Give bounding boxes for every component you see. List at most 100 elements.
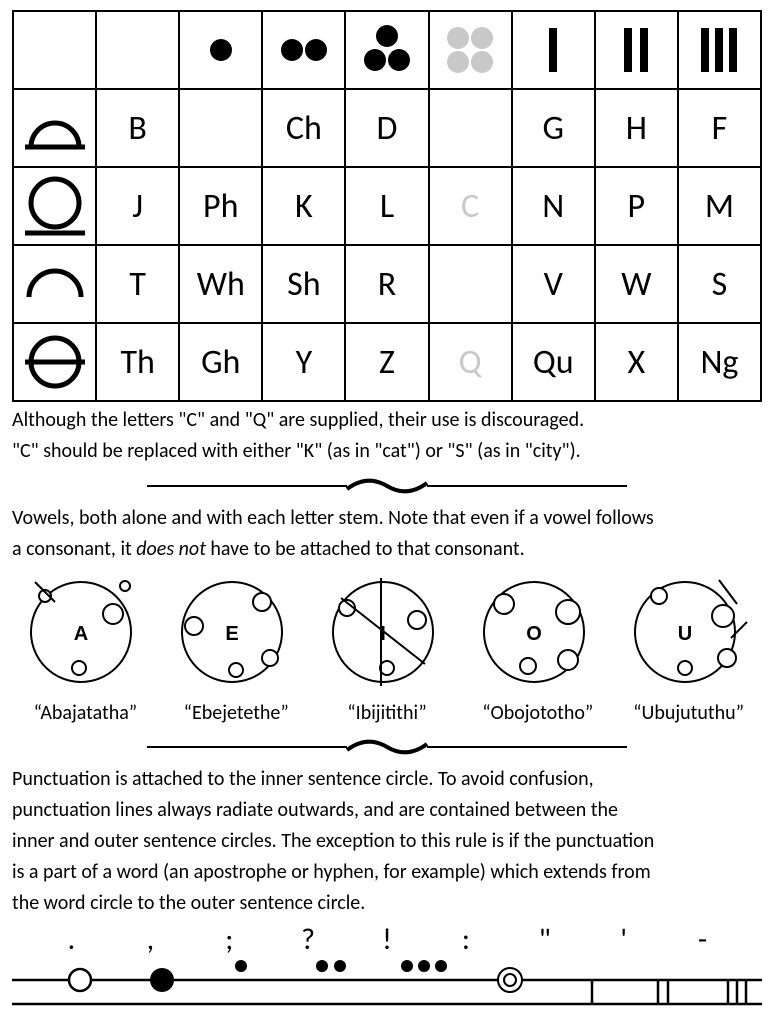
vowel-label: “Abajatatha” <box>12 701 159 725</box>
vowel-intro-1: Vowels, both alone and with each letter … <box>12 506 762 531</box>
bars-icon <box>681 14 757 86</box>
punct-symbol: ? <box>269 921 348 958</box>
dots-icon <box>349 14 425 86</box>
punct-symbol: ' <box>584 921 663 958</box>
consonant-table: B ChD GHF JPhKLCNPM TWhShR VWS ThGhYZQQuXNg <box>12 10 762 402</box>
vowel-glyph-u: U <box>619 568 759 694</box>
punct-note-3: inner and outer sentence circles. The ex… <box>12 829 762 854</box>
letter-cell: K <box>263 168 346 246</box>
vowel-label: “Ebejetethe” <box>163 701 310 725</box>
letter-cell: Ch <box>263 90 346 168</box>
letter-cell <box>430 90 513 168</box>
divider-1 <box>147 476 627 496</box>
note-cq-1: Although the letters "C" and "Q" are sup… <box>12 408 762 433</box>
vowel-item: E “Ebejetethe” <box>163 568 310 725</box>
vowel-item: U “Ubujututhu” <box>615 568 762 725</box>
letter-cell: H <box>596 90 679 168</box>
letter-cell: Sh <box>263 246 346 324</box>
vowel-intro-2: a consonant, it does not have to be atta… <box>12 537 762 562</box>
dots-icon <box>183 14 259 86</box>
vowel-label: “Ubujututhu” <box>615 701 762 725</box>
bars-icon <box>515 14 591 86</box>
header-cell <box>263 12 346 90</box>
header-cell <box>180 12 263 90</box>
letter-cell: B <box>97 90 180 168</box>
svg-text:I: I <box>380 623 386 645</box>
bars-icon <box>598 14 674 86</box>
letter-cell: F <box>679 90 762 168</box>
punct-symbol: ; <box>190 921 269 958</box>
header-cell <box>346 12 429 90</box>
row-head-symbol <box>14 90 97 168</box>
svg-text:A: A <box>74 623 88 645</box>
vowel-label: “Obojototho” <box>464 701 611 725</box>
vowel-glyph-a: A <box>15 568 155 694</box>
letter-cell: Qu <box>513 324 596 402</box>
letter-cell: J <box>97 168 180 246</box>
vowel-item: O “Obojototho” <box>464 568 611 725</box>
letter-cell: X <box>596 324 679 402</box>
vowel-glyph-e: E <box>166 568 306 694</box>
punct-symbol: , <box>111 921 190 958</box>
letter-cell: Y <box>263 324 346 402</box>
header-cell <box>14 12 97 90</box>
divider-2 <box>147 737 627 757</box>
letter-cell: T <box>97 246 180 324</box>
vowel-glyph-i: I <box>317 568 457 694</box>
punctuation-section: Punctuation is attached to the inner sen… <box>12 767 762 1015</box>
letter-cell <box>180 90 263 168</box>
punct-symbol: " <box>505 921 584 958</box>
dots-icon <box>266 14 342 86</box>
vowel-glyph-o: O <box>468 568 608 694</box>
letter-cell: W <box>596 246 679 324</box>
letter-cell: G <box>513 90 596 168</box>
punct-symbol: ! <box>348 921 427 958</box>
header-cell <box>97 12 180 90</box>
row-head-symbol <box>14 168 97 246</box>
vowel-label: “Ibijitithi” <box>314 701 461 725</box>
header-cell <box>596 12 679 90</box>
letter-cell: P <box>596 168 679 246</box>
vowel-intro-em: does not <box>136 537 206 561</box>
letter-cell: M <box>679 168 762 246</box>
vowel-intro-pre: a consonant, it <box>12 537 136 561</box>
letter-cell: R <box>346 246 429 324</box>
header-cell <box>430 12 513 90</box>
punct-note-5: the word circle to the outer sentence ci… <box>12 891 762 916</box>
punctuation-diagram <box>12 960 762 1010</box>
letter-cell: Z <box>346 324 429 402</box>
note-cq-2: "C" should be replaced with either "K" (… <box>12 439 762 464</box>
row-head-symbol <box>14 324 97 402</box>
letter-cell: Q <box>430 324 513 402</box>
letter-cell: D <box>346 90 429 168</box>
punct-symbol: : <box>426 921 505 958</box>
letter-cell: Gh <box>180 324 263 402</box>
letter-cell: Wh <box>180 246 263 324</box>
letter-cell: Ph <box>180 168 263 246</box>
svg-text:O: O <box>526 623 542 645</box>
punct-symbol: . <box>32 921 111 958</box>
vowel-item: I “Ibijitithi” <box>314 568 461 725</box>
punct-note-4: is a part of a word (an apostrophe or hy… <box>12 860 762 885</box>
svg-text:U: U <box>677 623 691 645</box>
letter-cell: Th <box>97 324 180 402</box>
dots-icon <box>432 14 508 86</box>
letter-cell: L <box>346 168 429 246</box>
vowel-row: A “Abajatatha” E “Ebejetethe” I “Ibijiti… <box>12 568 762 725</box>
header-cell <box>679 12 762 90</box>
letter-cell: C <box>430 168 513 246</box>
vowel-intro-post: have to be attached to that consonant. <box>206 537 525 561</box>
letter-cell <box>430 246 513 324</box>
punct-symbol: - <box>663 921 742 958</box>
row-head-symbol <box>14 246 97 324</box>
letter-cell: S <box>679 246 762 324</box>
header-cell <box>513 12 596 90</box>
punct-note-2: punctuation lines always radiate outward… <box>12 798 762 823</box>
letter-cell: N <box>513 168 596 246</box>
vowel-item: A “Abajatatha” <box>12 568 159 725</box>
svg-text:E: E <box>226 623 239 645</box>
punctuation-symbols-row: .,;?!:"'- <box>12 916 762 958</box>
letter-cell: Ng <box>679 324 762 402</box>
punct-note-1: Punctuation is attached to the inner sen… <box>12 767 762 792</box>
letter-cell: V <box>513 246 596 324</box>
